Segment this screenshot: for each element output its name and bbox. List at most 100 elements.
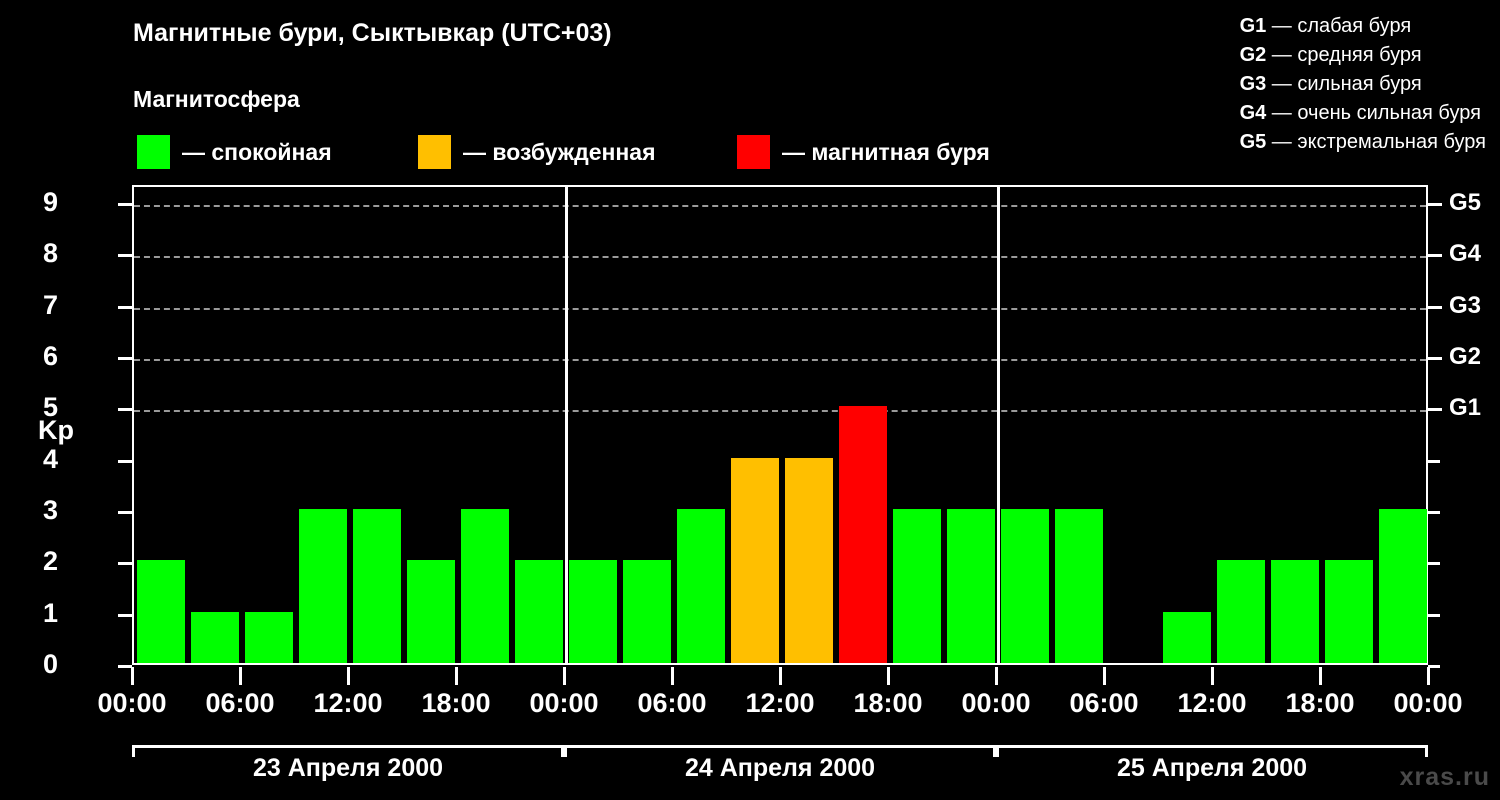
gscale-row-g4: G4 — очень сильная буря xyxy=(1240,99,1486,128)
bar[interactable] xyxy=(785,457,833,663)
right-tick-mark-6 xyxy=(1428,356,1440,360)
x-tick-label-4: 00:00 xyxy=(529,688,599,718)
right-tick-mark-5 xyxy=(1428,408,1440,412)
bar[interactable] xyxy=(839,406,887,663)
right-tick-mark-8 xyxy=(1428,254,1440,258)
y-tick-mark-3 xyxy=(118,510,132,514)
gscale-row-g5: G5 — экстремальная буря xyxy=(1240,128,1486,157)
bar[interactable] xyxy=(1001,509,1049,663)
y-tick-mark-5 xyxy=(118,408,132,412)
gscale-desc: — экстремальная буря xyxy=(1266,131,1486,153)
x-tick-mark-8 xyxy=(994,667,998,685)
x-tick-label-5: 06:00 xyxy=(637,688,707,718)
y-tick-mark-6 xyxy=(118,356,132,360)
g-tick-label-g2: G2 xyxy=(1449,342,1482,370)
y-tick-label-9: 9 xyxy=(42,186,58,217)
y-tick-label-2: 2 xyxy=(42,546,58,577)
gscale-legend: G1 — слабая буря G2 — средняя буря G3 — си… xyxy=(1240,12,1486,157)
x-tick-label-2: 12:00 xyxy=(313,688,383,718)
gscale-row-g1: G1 — слабая буря xyxy=(1240,12,1486,41)
plot-area xyxy=(132,185,1428,665)
gscale-code: G4 xyxy=(1239,102,1267,124)
y-tick-label-0: 0 xyxy=(42,649,58,679)
y-tick-mark-0 xyxy=(118,665,132,668)
legend-label-storm: — магнитная буря xyxy=(782,138,990,165)
magnetosphere-heading: Магнитосфера xyxy=(133,86,300,112)
bar[interactable] xyxy=(353,509,401,663)
day-bracket-2 xyxy=(564,745,996,757)
bar[interactable] xyxy=(731,457,779,663)
bar[interactable] xyxy=(461,509,509,663)
y-tick-label-6: 6 xyxy=(42,340,58,371)
gscale-row-g2: G2 — средняя буря xyxy=(1240,41,1486,70)
x-tick-label-12: 00:00 xyxy=(1393,688,1463,718)
day-label-3: 25 Апреля 2000 xyxy=(1116,754,1308,782)
bar[interactable] xyxy=(515,560,563,663)
bar[interactable] xyxy=(1271,560,1319,663)
g-tick-label-g5: G5 xyxy=(1449,188,1482,216)
legend-entry-unsettled: — возбужденная xyxy=(418,134,656,170)
x-tick-label-3: 18:00 xyxy=(421,688,491,718)
legend-entry-storm: — магнитная буря xyxy=(737,134,990,170)
y-tick-label-7: 7 xyxy=(42,289,58,320)
legend-swatch-unsettled xyxy=(418,135,451,169)
gscale-code: G2 xyxy=(1239,44,1267,66)
gscale-desc: — сильная буря xyxy=(1266,73,1422,95)
g-tick-label-g1: G1 xyxy=(1449,394,1482,422)
y-axis-label: Kp xyxy=(38,415,74,445)
bar[interactable] xyxy=(407,560,455,663)
bar[interactable] xyxy=(1055,509,1103,663)
bar[interactable] xyxy=(245,611,293,663)
right-tick-mark-4 xyxy=(1428,459,1440,463)
bar[interactable] xyxy=(137,560,185,663)
right-tick-mark-1 xyxy=(1428,613,1440,617)
y-tick-mark-9 xyxy=(118,202,132,206)
x-tick-mark-9 xyxy=(1102,667,1106,685)
day-label-1: 23 Апреля 2000 xyxy=(252,754,444,782)
day-bracket-3 xyxy=(996,745,1428,757)
gscale-desc: — средняя буря xyxy=(1266,44,1422,66)
gridline-kp-6 xyxy=(134,358,1426,361)
x-tick-label-6: 12:00 xyxy=(745,688,815,718)
y-tick-mark-1 xyxy=(118,613,132,617)
gridline-kp-8 xyxy=(134,256,1426,259)
x-tick-mark-1 xyxy=(238,667,242,685)
gscale-code: G1 xyxy=(1239,15,1267,37)
gridline-kp-7 xyxy=(134,307,1426,310)
bar[interactable] xyxy=(623,560,671,663)
day-divider-2 xyxy=(996,187,1000,663)
x-tick-mark-11 xyxy=(1318,667,1322,685)
gscale-row-g3: G3 — сильная буря xyxy=(1240,70,1486,99)
x-tick-mark-4 xyxy=(562,667,566,685)
x-tick-label-8: 00:00 xyxy=(961,688,1031,718)
x-tick-label-0: 00:00 xyxy=(97,688,167,718)
x-tick-mark-2 xyxy=(346,667,350,685)
x-tick-mark-5 xyxy=(670,667,674,685)
legend-entry-calm: — спокойная xyxy=(137,134,332,170)
bar[interactable] xyxy=(1325,560,1373,663)
right-tick-mark-0 xyxy=(1428,665,1440,668)
bar[interactable] xyxy=(1217,560,1265,663)
page-title: Магнитные бури, Сыктывкар (UTC+03) xyxy=(133,19,612,47)
bar[interactable] xyxy=(947,509,995,663)
x-tick-mark-7 xyxy=(886,667,890,685)
bar[interactable] xyxy=(1163,611,1211,663)
gscale-code: G3 xyxy=(1239,73,1267,95)
legend-label-unsettled: — возбужденная xyxy=(463,138,656,165)
x-tick-mark-3 xyxy=(454,667,458,685)
x-tick-label-11: 18:00 xyxy=(1285,688,1355,718)
y-tick-label-3: 3 xyxy=(42,494,58,525)
bar[interactable] xyxy=(191,611,239,663)
bar[interactable] xyxy=(569,560,617,663)
y-tick-label-4: 4 xyxy=(42,443,58,474)
x-tick-mark-0 xyxy=(130,667,134,685)
bar[interactable] xyxy=(1379,509,1427,663)
legend-swatch-storm xyxy=(737,135,770,169)
bar[interactable] xyxy=(677,509,725,663)
right-tick-mark-2 xyxy=(1428,562,1440,566)
plot-inner xyxy=(134,187,1427,663)
y-tick-label-5: 5 xyxy=(42,392,58,423)
bar[interactable] xyxy=(299,509,347,663)
right-tick-mark-3 xyxy=(1428,510,1440,514)
bar[interactable] xyxy=(893,509,941,663)
